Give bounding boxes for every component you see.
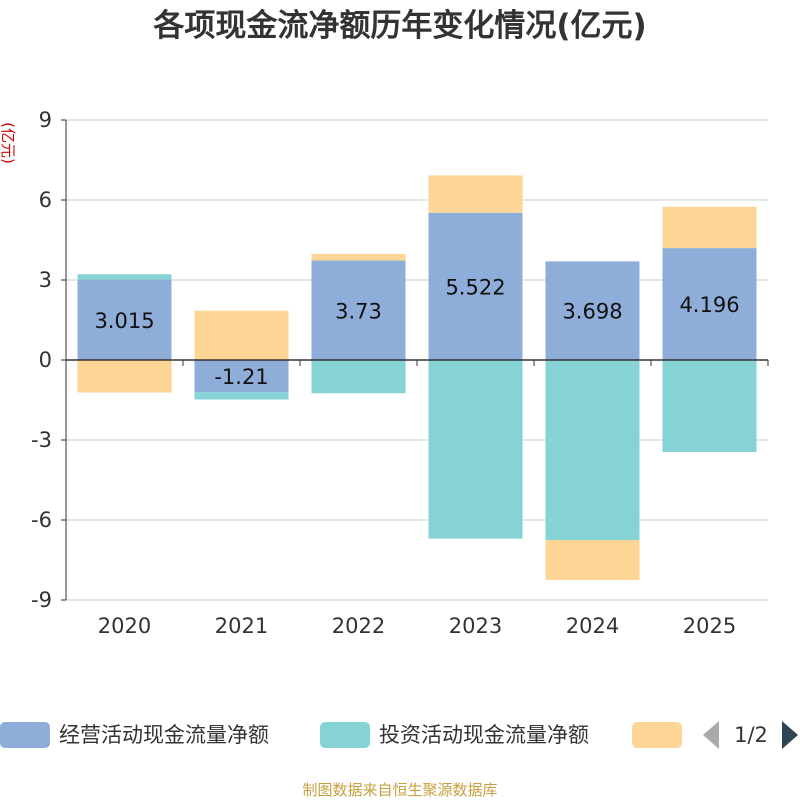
data-label: 5.522 — [445, 275, 505, 299]
bar-2-2020[interactable] — [77, 274, 172, 280]
y-tick-label: -9 — [31, 588, 52, 612]
bar-3-2023[interactable] — [428, 175, 523, 213]
bar-series — [77, 175, 757, 580]
bar-2-2023[interactable] — [428, 360, 523, 539]
y-tick-label: 3 — [39, 268, 52, 292]
data-label: 3.73 — [335, 299, 382, 323]
bar-3-2024[interactable] — [545, 540, 640, 580]
bar-1-2023[interactable] — [428, 212, 523, 360]
legend-swatch-investing — [320, 722, 370, 748]
x-tick-label: 2025 — [683, 614, 736, 638]
y-tick-label: -6 — [31, 508, 52, 532]
pager-prev-icon[interactable] — [703, 721, 719, 749]
data-label: 3.015 — [94, 309, 154, 333]
legend-item-operating[interactable]: 经营活动现金流量净额 — [0, 722, 269, 748]
legend: 经营活动现金流量净额 投资活动现金流量净额 1/2 — [0, 721, 798, 749]
pager-text: 1/2 — [734, 723, 768, 747]
legend-swatch-operating — [0, 722, 50, 748]
legend-swatch-financing — [632, 722, 682, 748]
bar-1-2020[interactable] — [77, 279, 172, 360]
bar-2-2021[interactable] — [194, 392, 289, 400]
legend-item-investing[interactable]: 投资活动现金流量净额 — [320, 722, 589, 748]
bar-3-2020[interactable] — [77, 360, 172, 393]
bar-1-2025[interactable] — [662, 248, 757, 360]
bar-3-2022[interactable] — [311, 253, 406, 261]
legend-label-investing: 投资活动现金流量净额 — [379, 723, 589, 747]
data-label: 4.196 — [679, 293, 739, 317]
data-label: 3.698 — [562, 300, 622, 324]
y-tick-labels: 9 6 3 0 -3 -6 -9 — [31, 108, 52, 612]
x-tick-labels: 2020 2021 2022 2023 2024 2025 — [98, 614, 736, 638]
bar-1-2022[interactable] — [311, 260, 406, 360]
source-note: 制图数据来自恒生聚源数据库 — [302, 781, 497, 799]
y-tick-label: 6 — [39, 188, 52, 212]
bar-2-2024[interactable] — [545, 360, 640, 540]
y-axis-unit-label: (亿元) — [0, 122, 17, 164]
data-label: -1.21 — [214, 365, 268, 389]
pager-next-icon[interactable] — [782, 721, 798, 749]
legend-label-operating: 经营活动现金流量净额 — [59, 723, 269, 747]
legend-item-financing[interactable] — [632, 722, 682, 748]
x-tick-label: 2020 — [98, 614, 151, 638]
axes — [61, 119, 769, 601]
bar-1-2024[interactable] — [545, 261, 640, 360]
bar-1-2021[interactable] — [194, 360, 289, 393]
bar-2-2025[interactable] — [662, 360, 757, 452]
y-tick-label: -3 — [31, 428, 52, 452]
bar-2-2022[interactable] — [311, 360, 406, 394]
chart-title: 各项现金流净额历年变化情况(亿元) — [152, 8, 646, 44]
x-tick-label: 2021 — [215, 614, 268, 638]
x-tick-label: 2022 — [332, 614, 385, 638]
x-tick-label: 2023 — [449, 614, 502, 638]
y-tick-label: 0 — [39, 348, 52, 372]
bar-3-2021[interactable] — [194, 310, 289, 360]
data-labels: 3.015 -1.21 3.73 5.522 3.698 4.196 — [94, 275, 739, 389]
x-tick-label: 2024 — [566, 614, 619, 638]
gridlines — [66, 119, 768, 601]
y-tick-label: 9 — [39, 108, 52, 132]
bar-3-2025[interactable] — [662, 206, 757, 249]
